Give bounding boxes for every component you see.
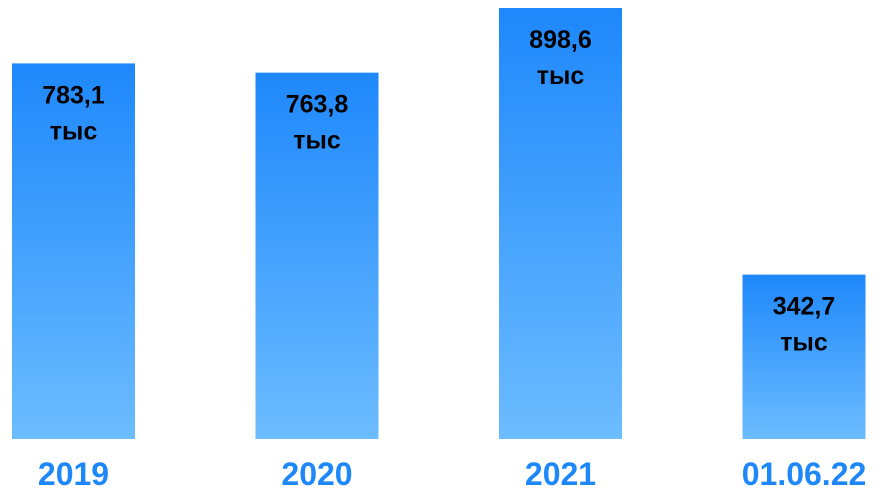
bar-2021	[499, 8, 622, 439]
bars-layer	[12, 8, 866, 440]
value-labels-layer: 783,1 тыс 763,8 тыс 898,6 тыс 342,7 тыс	[42, 26, 835, 357]
category-labels-layer: 2019 2020 2021 01.06.22	[38, 456, 866, 490]
data-label-value: 763,8	[286, 91, 349, 119]
data-label-value: 342,7	[773, 293, 836, 321]
x-tick-label: 01.06.22	[742, 456, 867, 490]
x-tick-label: 2021	[525, 456, 596, 490]
data-label-unit: тыс	[50, 117, 98, 145]
data-label-unit: тыс	[293, 127, 341, 155]
data-label-unit: тыс	[780, 329, 828, 357]
x-tick-label: 2019	[38, 456, 109, 490]
x-tick-label: 2020	[281, 456, 352, 490]
bar-01.06.22	[742, 274, 866, 439]
data-label-unit: тыс	[537, 62, 585, 90]
bar-2020	[255, 72, 379, 440]
data-label-value: 898,6	[529, 26, 592, 54]
data-label-value: 783,1	[42, 81, 105, 109]
bar-2019	[12, 63, 135, 440]
